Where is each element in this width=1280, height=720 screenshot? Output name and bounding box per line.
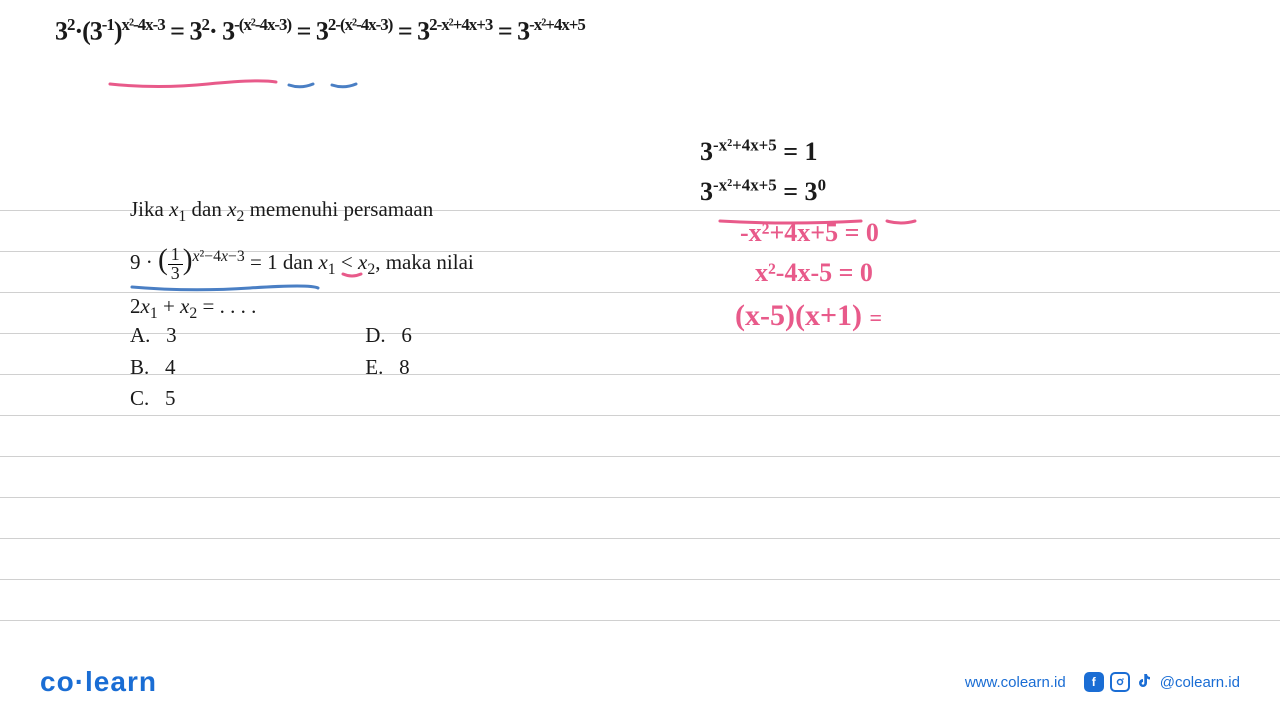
option-a-value: 3	[166, 323, 177, 347]
option-c: C. 5	[130, 383, 360, 415]
red-underline-top	[108, 78, 278, 92]
facebook-icon: f	[1084, 672, 1104, 692]
option-a: A. 3	[130, 320, 360, 352]
option-d: D. 6	[365, 320, 412, 352]
option-c-value: 5	[165, 386, 176, 410]
red-underline-work-rhs	[885, 217, 917, 227]
option-b-value: 4	[165, 355, 176, 379]
logo-dot: ·	[75, 666, 85, 697]
problem-line-1: Jika x1 dan x2 memenuhi persamaan	[130, 192, 620, 230]
answer-options: A. 3 B. 4 C. 5 D. 6 E. 8	[130, 320, 412, 415]
blue-underline-top-1	[287, 80, 315, 92]
text: memenuhi persamaan	[244, 197, 433, 221]
blue-underline-top-2	[330, 80, 358, 92]
option-b: B. 4	[130, 352, 360, 384]
text: dan	[186, 197, 227, 221]
social-icons: f @colearn.id	[1084, 672, 1240, 692]
logo-prefix: co	[40, 666, 75, 697]
option-d-value: 6	[401, 323, 412, 347]
work-line-4: x²-4x-5 = 0	[700, 253, 1180, 293]
option-e-value: 8	[399, 355, 410, 379]
brand-logo: co·learn	[40, 666, 157, 698]
tiktok-icon	[1136, 673, 1154, 691]
blue-underline-problem	[130, 283, 320, 295]
logo-suffix: learn	[85, 666, 157, 697]
work-line-1: 3-x²+4x+5 = 1	[700, 132, 1180, 172]
red-underline-work-exp	[718, 217, 863, 227]
work-line-2: 3-x²+4x+5 = 30	[700, 172, 1180, 212]
footer-handle: @colearn.id	[1160, 674, 1240, 691]
handwritten-work: 3-x²+4x+5 = 1 3-x²+4x+5 = 30 -x²+4x+5 = …	[700, 132, 1180, 340]
option-e: E. 8	[365, 352, 412, 384]
footer-url: www.colearn.id	[965, 674, 1066, 691]
footer-right: www.colearn.id f @colearn.id	[965, 672, 1240, 692]
footer: co·learn www.colearn.id f @colearn.id	[0, 662, 1280, 702]
work-line-5: (x-5)(x+1) =	[700, 293, 1180, 340]
text: Jika	[130, 197, 169, 221]
instagram-icon	[1110, 672, 1130, 692]
red-underline-problem	[341, 270, 363, 280]
problem-expression: 9 · (13)x²−4x−3 = 1 dan x1 < x2, maka ni…	[130, 236, 620, 285]
problem-statement: Jika x1 dan x2 memenuhi persamaan 9 · (1…	[130, 192, 620, 327]
top-handwritten-equation: 32·(3-1)x²-4x-3 = 32· 3-(x²-4x-3) = 32-(…	[55, 15, 1240, 47]
